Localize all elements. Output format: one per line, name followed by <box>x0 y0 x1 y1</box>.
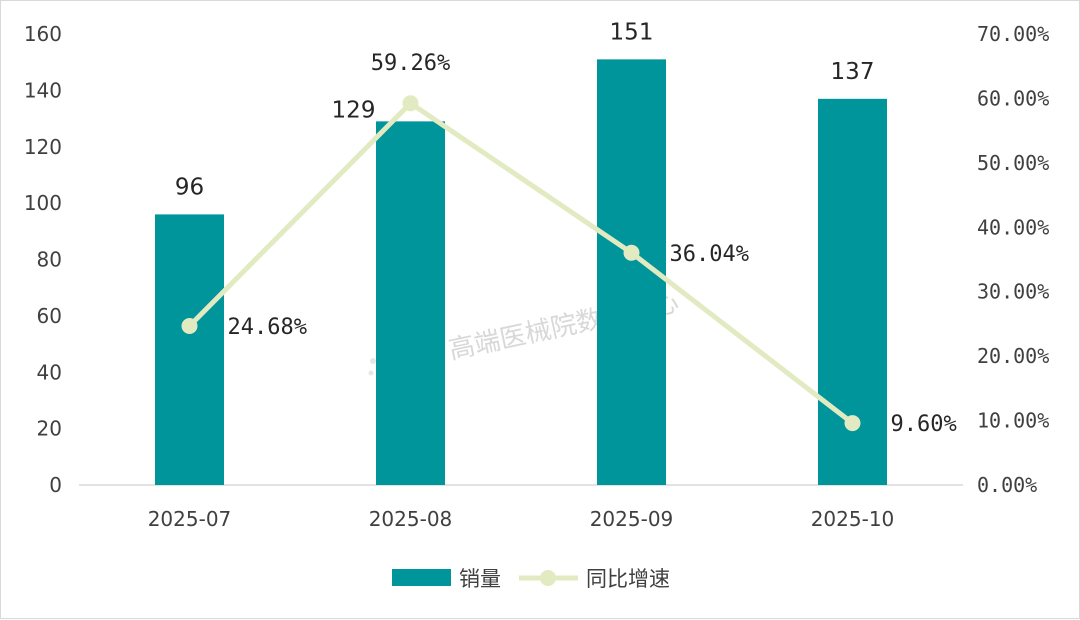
bar-value-label: 151 <box>610 19 654 45</box>
data-labels: 96 129 151 137 24.68% 59.26% 36.04% 9.60% <box>175 19 957 437</box>
bar-value-label: 129 <box>332 97 376 123</box>
y-left-tick-label: 100 <box>24 191 62 215</box>
growth-line <box>187 100 855 426</box>
y-left-tick-label: 60 <box>37 304 62 328</box>
x-tick-label: 2025-07 <box>148 507 232 531</box>
bar-2025-08 <box>376 121 445 485</box>
growth-value-label: 24.68% <box>228 315 307 340</box>
legend: 销量 同比增速 <box>392 567 670 591</box>
x-tick-label: 2025-10 <box>811 507 895 531</box>
y-left-tick-label: 20 <box>37 417 62 441</box>
y-right-tick-label: 50.00% <box>977 151 1049 175</box>
y-left-tick-label: 160 <box>24 22 62 46</box>
bar-2025-07 <box>155 214 224 485</box>
y-right-tick-label: 40.00% <box>977 215 1049 239</box>
y-right-tick-label: 60.00% <box>977 86 1049 110</box>
growth-point-2025-10 <box>844 415 861 432</box>
bar-value-label: 96 <box>175 174 204 200</box>
axes: 0 20 40 60 80 100 120 140 160 0.00% 10.00% 20.00% 30… <box>24 22 1049 531</box>
y-left-tick-label: 140 <box>24 78 62 102</box>
x-tick-label: 2025-08 <box>369 507 453 531</box>
growth-value-label: 36.04% <box>670 242 749 267</box>
y-left-tick-label: 80 <box>37 248 62 272</box>
legend-bar-swatch <box>392 569 451 586</box>
y-left-tick-label: 120 <box>24 135 62 159</box>
bars <box>155 59 887 486</box>
growth-point-2025-07 <box>181 317 198 334</box>
bar-value-label: 137 <box>831 59 875 85</box>
y-right-tick-label: 0.00% <box>977 473 1037 497</box>
growth-point-2025-09 <box>623 244 640 261</box>
y-left-tick-label: 0 <box>49 473 62 497</box>
legend-bar-label: 销量 <box>459 567 501 591</box>
y-right-tick-label: 10.00% <box>977 409 1049 433</box>
legend-line-marker <box>540 570 556 586</box>
y-right-tick-label: 30.00% <box>977 280 1049 304</box>
growth-value-label: 59.26% <box>371 51 450 76</box>
y-right-tick-label: 20.00% <box>977 344 1049 368</box>
legend-line-label: 同比增速 <box>586 567 670 591</box>
y-left-tick-label: 40 <box>37 360 62 384</box>
x-tick-label: 2025-09 <box>590 507 674 531</box>
line-series <box>181 95 861 432</box>
growth-point-2025-08 <box>402 95 419 112</box>
y-right-tick-label: 70.00% <box>977 22 1049 46</box>
growth-value-label: 9.60% <box>891 412 957 437</box>
